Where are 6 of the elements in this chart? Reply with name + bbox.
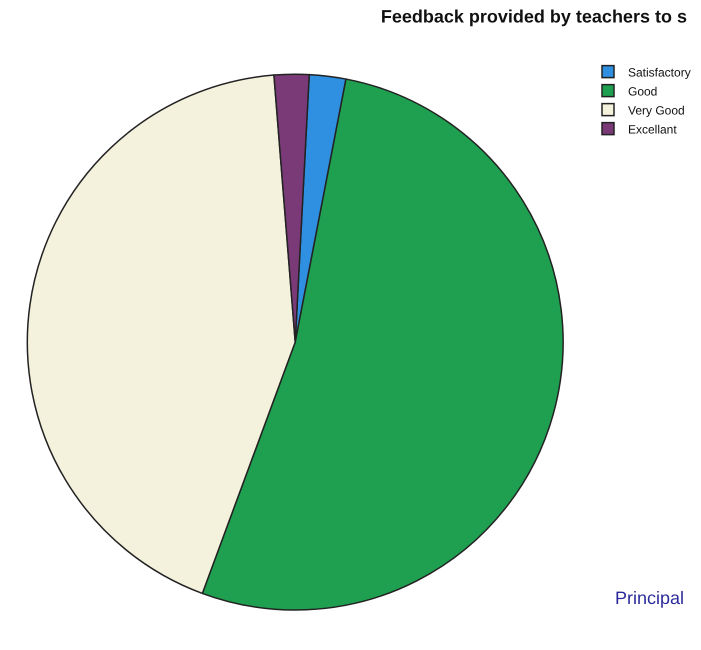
legend-label: Satisfactory [628,65,691,80]
legend-label: Very Good [628,103,685,118]
legend-label: Excellant [628,122,678,136]
text: Principal [615,588,684,608]
legend-label: Good [628,84,658,98]
chart-title: Feedback provided by teachers to s [380,6,687,26]
